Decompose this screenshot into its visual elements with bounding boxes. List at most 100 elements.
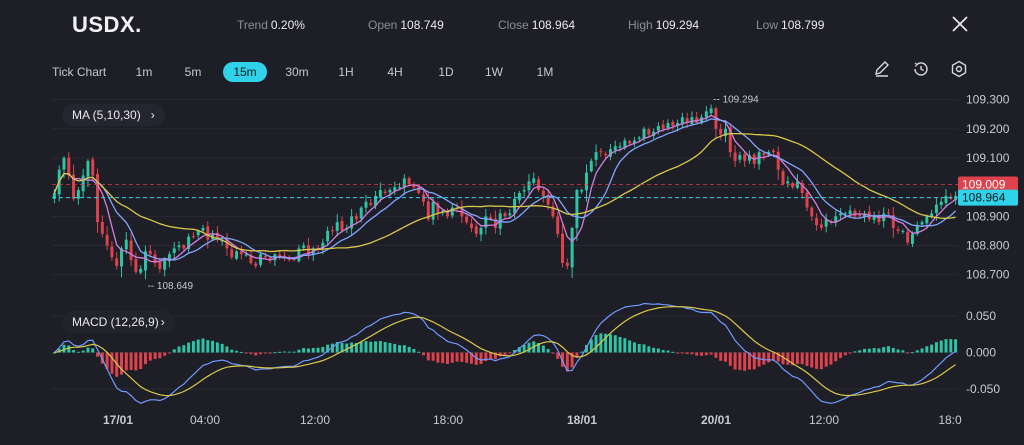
ma-line-ma10 (53, 118, 957, 261)
macd-dea-line (54, 305, 956, 397)
candle (52, 193, 56, 199)
candle (196, 230, 200, 236)
candle (930, 213, 934, 217)
macd-bar (316, 347, 320, 353)
candle (728, 127, 732, 153)
macd-bar (561, 352, 565, 367)
ma-indicator-pill[interactable]: MA (5,10,30) › (62, 104, 165, 126)
timeframe-1d[interactable]: 1D (438, 65, 454, 79)
candle (91, 159, 95, 176)
candle (901, 230, 905, 232)
timeframe-1w[interactable]: 1W (485, 65, 503, 79)
macd-bar (120, 352, 123, 375)
macd-bar (369, 341, 373, 353)
candle (369, 202, 373, 205)
macd-bar (585, 344, 588, 353)
macd-bar (134, 352, 138, 371)
candle (335, 222, 339, 231)
macd-bar (695, 352, 699, 356)
y-tick-label: 109.100 (966, 151, 1010, 165)
candle (949, 196, 953, 199)
timeframe-1h[interactable]: 1H (338, 65, 354, 79)
macd-bar (618, 336, 622, 353)
candle (469, 223, 473, 228)
candle (580, 190, 584, 192)
macd-bar (877, 348, 881, 353)
macd-bar (508, 352, 512, 354)
macd-bar (747, 352, 751, 370)
price-tag (958, 176, 1018, 193)
macd-bar (537, 343, 541, 353)
macd-bar (72, 350, 76, 353)
macd-bar (244, 352, 248, 354)
macd-bar (158, 352, 162, 359)
candle (143, 251, 147, 271)
macd-bar (608, 334, 612, 353)
macd-bar (704, 352, 708, 356)
candle (489, 217, 493, 220)
timeframe-1m[interactable]: 1m (135, 65, 153, 79)
candle (354, 216, 358, 220)
candle (786, 181, 790, 184)
macd-bar (580, 351, 584, 353)
clock-icon[interactable] (912, 60, 930, 78)
candle (556, 216, 560, 234)
pencil-icon[interactable] (873, 60, 891, 78)
candle (62, 158, 66, 170)
candle (791, 183, 795, 188)
macd-bar (81, 350, 85, 353)
macd-bar (220, 343, 224, 353)
candle (191, 236, 195, 238)
symbol-title: USDX. (72, 12, 142, 37)
candle (527, 181, 531, 191)
macd-bar (661, 349, 665, 353)
candle (896, 229, 900, 231)
macd-indicator-pill[interactable]: MACD (12,26,9) › (62, 311, 175, 333)
close-icon[interactable] (950, 14, 970, 34)
candle (330, 230, 334, 232)
macd-bar (829, 352, 833, 365)
candle (235, 251, 239, 259)
macd-bar (225, 346, 229, 353)
candle (747, 155, 751, 161)
candle (220, 239, 224, 242)
macd-bar (891, 347, 895, 353)
timeframe-1mo[interactable]: 1M (536, 65, 554, 79)
macd-bar (920, 348, 924, 353)
timeframe-5m[interactable]: 5m (184, 65, 202, 79)
macd-bar (76, 351, 80, 353)
x-tick-label: 18:00 (433, 413, 463, 427)
candle (259, 254, 263, 265)
candle (906, 231, 910, 243)
candle (124, 239, 128, 250)
candle (585, 172, 588, 191)
candle (925, 216, 929, 224)
macd-bar (896, 349, 900, 353)
timeframe-15m[interactable]: 15m (223, 62, 267, 82)
timeframe-30m[interactable]: 30m (285, 65, 309, 79)
macd-bar (249, 352, 253, 355)
macd-bar (426, 352, 430, 361)
candle (398, 187, 402, 189)
candle (201, 228, 205, 231)
candle (570, 228, 574, 268)
candle (86, 160, 90, 177)
candle (934, 204, 938, 214)
timeframe-4h[interactable]: 4H (387, 65, 403, 79)
candle (148, 250, 152, 255)
macd-bar (402, 345, 406, 353)
candle (76, 190, 80, 199)
macd-bar (786, 352, 790, 365)
macd-bar (167, 352, 171, 354)
x-tick-label: 18/01 (567, 413, 597, 427)
candle (656, 125, 660, 131)
macd-bar (656, 348, 660, 353)
tick-chart-label[interactable]: Tick Chart (52, 65, 107, 79)
macd-bar (934, 342, 938, 353)
candle (134, 259, 138, 272)
candle (215, 232, 219, 240)
candle (915, 225, 919, 234)
macd-bar (503, 352, 507, 355)
settings-icon[interactable] (950, 60, 968, 78)
candle (182, 245, 186, 249)
